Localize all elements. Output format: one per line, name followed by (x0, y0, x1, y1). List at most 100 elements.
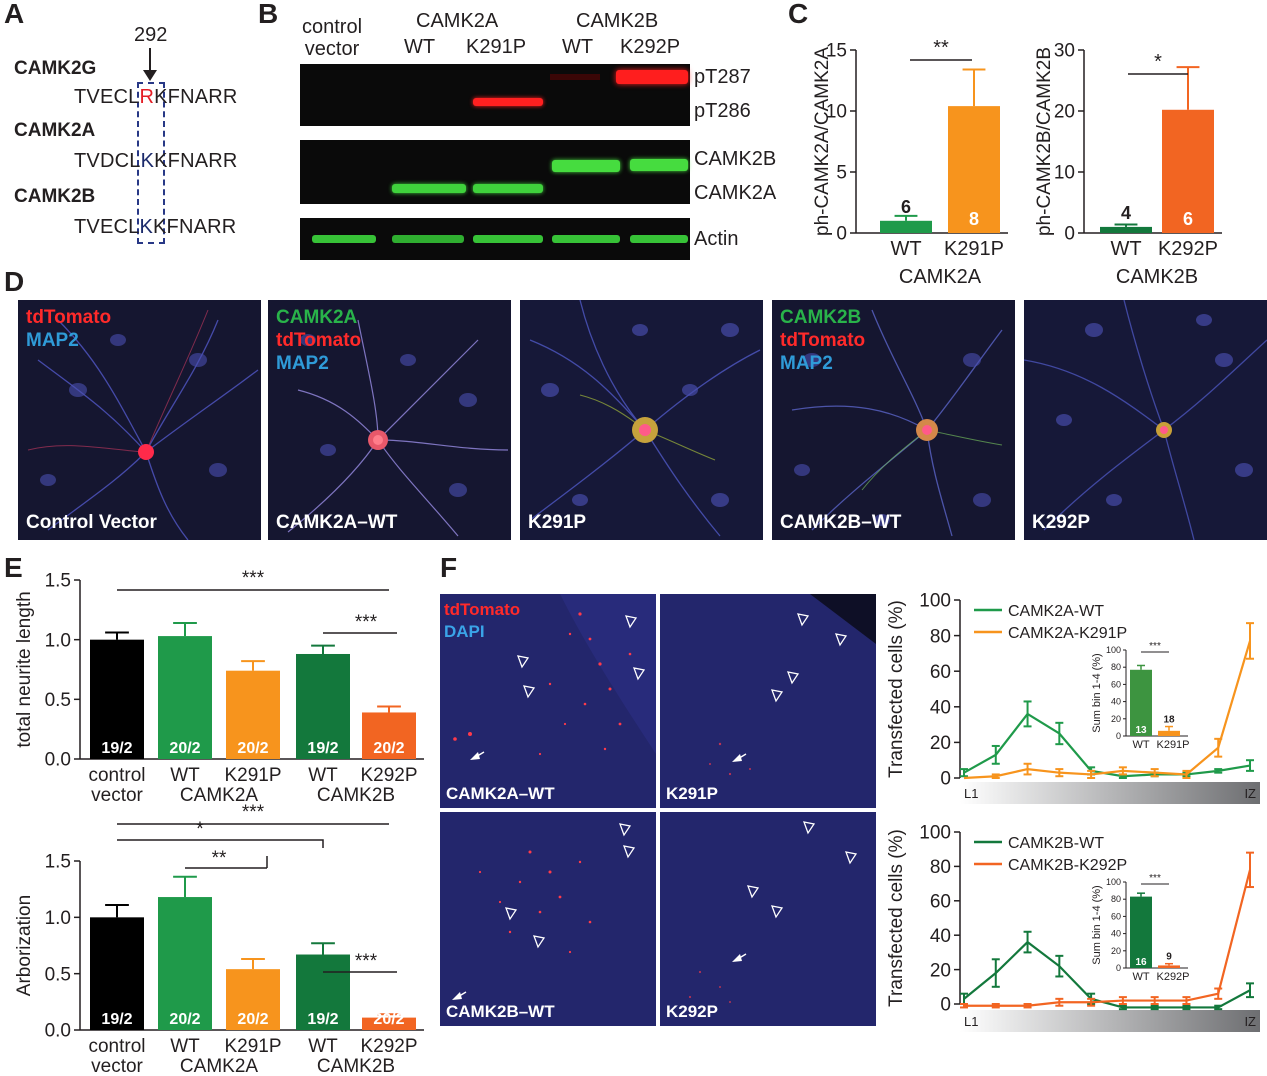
x-tick-label: K291P (224, 1036, 281, 1057)
y-axis-label: Arborization (14, 895, 35, 996)
n-label: 19/2 (101, 1011, 132, 1028)
band-camk2a-k291p (473, 184, 543, 193)
series-line (963, 940, 1251, 1009)
y-tick-label: 0.5 (45, 690, 71, 711)
x-tick-label: WT (170, 765, 200, 786)
inset-y-axis-label: Sum bin 1-4 (%) (1091, 885, 1103, 964)
stain-label-tdtomato: tdTomato (444, 600, 521, 619)
inset-y-tick-label: 60 (1111, 679, 1121, 689)
band-pt287 (616, 70, 688, 84)
x-tick-label: K291P (224, 765, 281, 786)
x-tick-label: WT (308, 765, 338, 786)
x-start-label: L1 (964, 1014, 978, 1029)
y-tick-label: 60 (930, 662, 951, 683)
lane-label-wt-a: WT (404, 36, 436, 58)
y-tick-label: 0 (940, 995, 951, 1016)
y-tick-label: 1.5 (45, 852, 71, 873)
slice-image (440, 812, 656, 1026)
slice-caption: K291P (666, 784, 718, 803)
bar (296, 954, 350, 1030)
sequence-camk2b: TVECLKKFNARR (74, 216, 237, 238)
significance-marker: *** (355, 612, 378, 633)
bar (1162, 109, 1214, 233)
bar (362, 712, 416, 759)
sequence-camk2g: TVECLRKFNARR (74, 86, 238, 108)
x-tick-label: control (88, 1036, 145, 1057)
y-tick-label: 5 (836, 163, 847, 184)
inset-y-tick-label: 100 (1106, 645, 1121, 655)
n-label: 19/2 (307, 1011, 338, 1028)
series-line (963, 640, 1252, 780)
inset-x-tick-label: WT (1132, 971, 1149, 983)
slice-image (440, 594, 656, 808)
band-camk2b-k292p (630, 159, 688, 171)
stain-label-dapi: DAPI (444, 622, 485, 641)
significance-marker: ** (933, 37, 949, 59)
micrograph-camk2b-wt: CAMK2B tdTomato MAP2 CAMK2B–WT (772, 300, 1015, 540)
y-tick-label: 0 (1064, 224, 1075, 245)
gene-label-camk2a: CAMK2A (14, 120, 96, 141)
neuron-image (520, 300, 763, 540)
n-label: 20/2 (237, 1011, 268, 1028)
bar (226, 670, 280, 759)
inset-bar (1158, 730, 1180, 736)
slice-image (660, 594, 876, 808)
band-label-pt287: pT287 (694, 66, 751, 88)
band-label-camk2a: CAMK2A (694, 182, 777, 204)
bar (90, 639, 144, 759)
band-actin-5 (630, 235, 688, 243)
gene-label-camk2b: CAMK2B (14, 186, 96, 207)
y-tick-label: 80 (930, 857, 951, 878)
bar (362, 1017, 416, 1030)
n-label: 4 (1121, 203, 1131, 223)
x-end-label: IZ (1244, 1014, 1256, 1029)
slice-k291p: K291P (660, 594, 876, 808)
y-tick-label: 20 (930, 733, 951, 754)
micrograph-caption: CAMK2B–WT (780, 512, 902, 533)
band-camk2b-wt (552, 160, 620, 172)
significance-marker: * (196, 819, 204, 840)
slice-caption: CAMK2B–WT (446, 1002, 555, 1021)
y-tick-label: 0.0 (45, 750, 71, 771)
series-line (964, 869, 1252, 1007)
y-tick-label: 60 (930, 891, 951, 912)
neuron-image (772, 300, 1015, 540)
panel-a-alignment: 292 CAMK2G TVECLRKFNARR CAMK2A TVDCLKKFN… (0, 0, 260, 260)
y-tick-label: 1.0 (45, 908, 71, 929)
x-tick-label: vector (91, 1056, 143, 1076)
micrograph-caption: K292P (1032, 512, 1091, 533)
legend-label: CAMK2A-K291P (1008, 625, 1127, 642)
inset-bar (1158, 965, 1180, 968)
neuron-image (268, 300, 511, 540)
channel-label-camk2a: CAMK2A (276, 307, 358, 328)
y-tick-label: 1.5 (45, 571, 71, 592)
panel-b-western-blot: control vector CAMK2A CAMK2B WT K291P WT … (290, 0, 776, 270)
y-axis-label: total neurite length (14, 591, 35, 747)
micrograph-control-vector: tdTomato MAP2 Control Vector (18, 300, 261, 540)
y-axis-label: Transfected cells (%) (886, 600, 907, 778)
inset-y-tick-label: 20 (1111, 714, 1121, 724)
cortical-layer-gradient (960, 1010, 1260, 1032)
x-group-label: CAMK2A (180, 785, 258, 806)
y-tick-label: 80 (930, 626, 951, 647)
slice-caption: K292P (666, 1002, 718, 1021)
band-actin-3 (473, 235, 543, 243)
micrograph-caption: CAMK2A–WT (276, 512, 398, 533)
panel-e-charts: 0.0 0.5 1.0 1.5 total neurite length 19/2 20/2… (14, 568, 424, 1076)
inset-y-tick-label: 0 (1116, 963, 1121, 973)
y-tick-label: 20 (930, 960, 951, 981)
x-end-label: IZ (1244, 786, 1256, 801)
neuron-image (18, 300, 261, 540)
panel-f-charts: 0 20 40 60 80 100 Transfected cells (%) L1 IZ CAM… (886, 591, 1260, 1032)
series-line (963, 712, 1251, 778)
blot-total-camk2 (300, 140, 690, 204)
x-tick-label: control (88, 765, 145, 786)
bar (90, 917, 144, 1030)
gene-label-camk2g: CAMK2G (14, 58, 97, 79)
inset-y-tick-label: 40 (1111, 929, 1121, 939)
y-tick-label: 30 (1054, 41, 1075, 62)
blot-phospho (300, 64, 690, 126)
bar (1100, 226, 1152, 233)
micrograph-camk2a-wt: CAMK2A tdTomato MAP2 CAMK2A–WT (268, 300, 511, 540)
